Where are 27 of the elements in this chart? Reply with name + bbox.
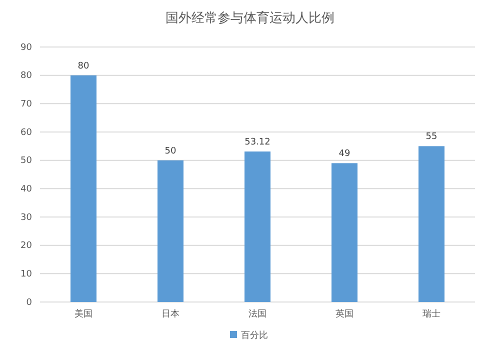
y-tick-label: 20 — [20, 241, 32, 252]
bar — [332, 163, 358, 302]
x-tick-label: 英国 — [336, 308, 354, 320]
data-label: 50 — [164, 146, 176, 156]
bar — [70, 75, 96, 302]
y-tick-label: 50 — [20, 156, 32, 166]
x-tick-label: 法国 — [248, 308, 266, 320]
legend-label: 百分比 — [241, 330, 268, 341]
bar — [418, 146, 444, 302]
data-label: 80 — [78, 61, 90, 72]
bar — [158, 160, 184, 302]
y-tick-label: 60 — [20, 128, 32, 138]
data-label: 53.12 — [244, 137, 270, 148]
data-label: 49 — [338, 149, 350, 160]
y-tick-label: 30 — [20, 212, 32, 223]
y-tick-label: 0 — [26, 298, 32, 308]
x-tick-label: 日本 — [162, 308, 180, 320]
chart-title: 国外经常参与体育运动人比例 — [166, 10, 334, 26]
y-tick-label: 80 — [20, 71, 32, 82]
y-tick-label: 10 — [20, 270, 32, 280]
y-tick-label: 70 — [20, 100, 32, 110]
y-tick-label: 90 — [20, 42, 32, 53]
y-tick-label: 40 — [20, 184, 32, 195]
data-label: 55 — [426, 132, 438, 142]
bar — [244, 151, 270, 302]
x-tick-label: 美国 — [74, 308, 92, 320]
x-tick-label: 瑞士 — [422, 308, 440, 320]
